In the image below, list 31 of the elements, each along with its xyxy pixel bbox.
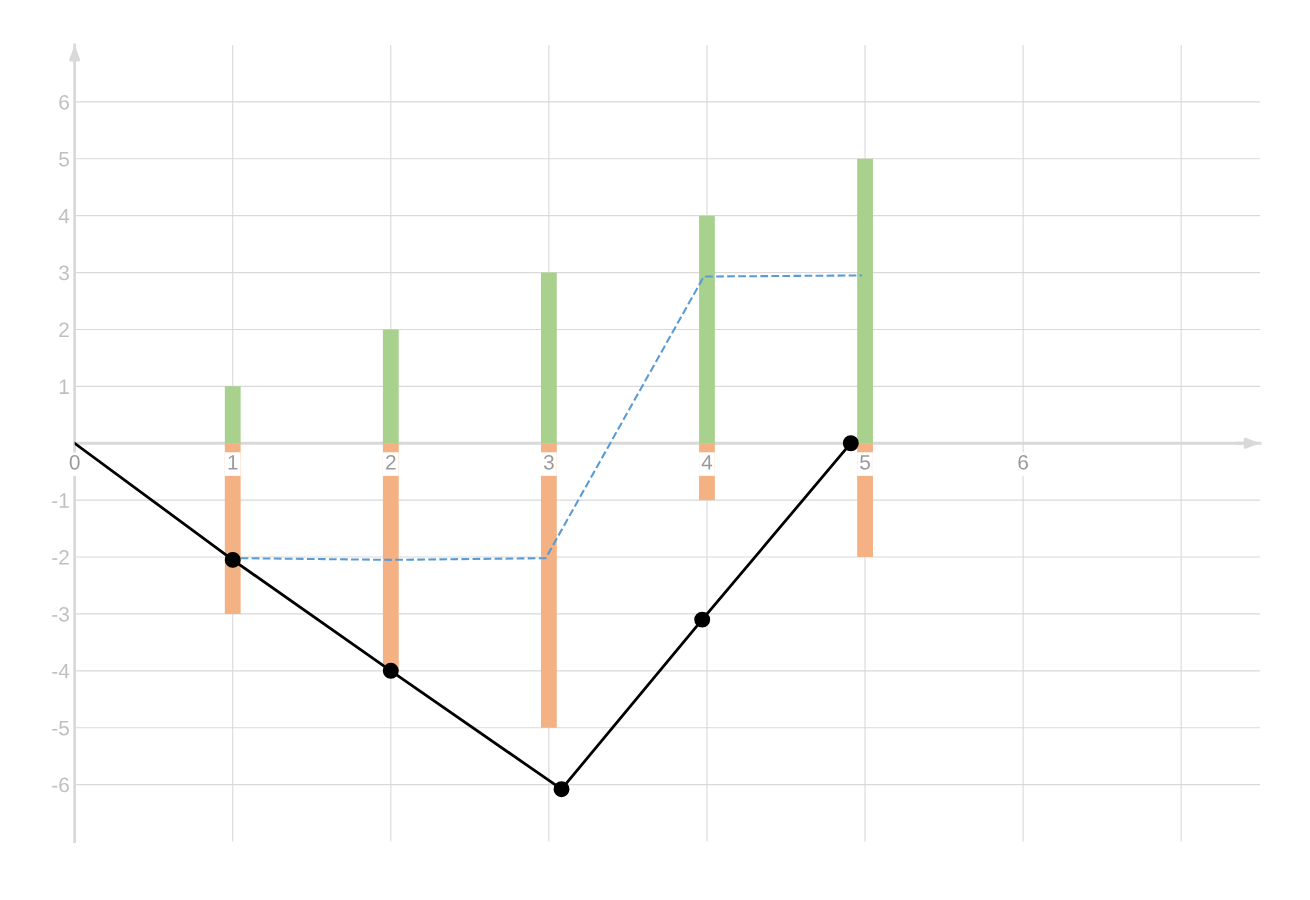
bar — [382, 329, 399, 444]
point — [382, 662, 399, 679]
x-tick-label: 6 — [1018, 454, 1028, 470]
bar — [540, 272, 557, 444]
x-tick-label: 4 — [701, 455, 713, 470]
y-tick-label: 2 — [59, 322, 69, 338]
bar — [699, 215, 715, 444]
x-tick-label: 2 — [386, 454, 396, 470]
y-tick-label: 4 — [58, 208, 70, 224]
x-tick-label: 0 — [69, 454, 80, 470]
point — [694, 611, 711, 628]
y-tick-label: -4 — [52, 664, 70, 679]
y-tick-label: -3 — [52, 606, 69, 622]
bar — [224, 386, 241, 444]
x-tick-label: 5 — [860, 455, 870, 470]
bar — [857, 158, 873, 444]
point — [224, 551, 241, 568]
x-tick-label: 1 — [228, 455, 238, 470]
x-tick-label: 3 — [543, 454, 554, 470]
bar — [540, 443, 557, 728]
y-tick-label: 6 — [59, 94, 69, 110]
y-tick-label: 5 — [59, 152, 69, 167]
y-tick-label: -6 — [52, 777, 69, 793]
point — [842, 435, 859, 452]
y-tick-label: -5 — [52, 720, 69, 736]
bar — [382, 443, 399, 671]
point — [553, 781, 570, 798]
y-tick-label: -1 — [52, 493, 69, 508]
y-tick-label: 1 — [59, 379, 69, 394]
y-tick-label: 3 — [59, 265, 69, 281]
y-tick-label: -2 — [52, 550, 69, 565]
